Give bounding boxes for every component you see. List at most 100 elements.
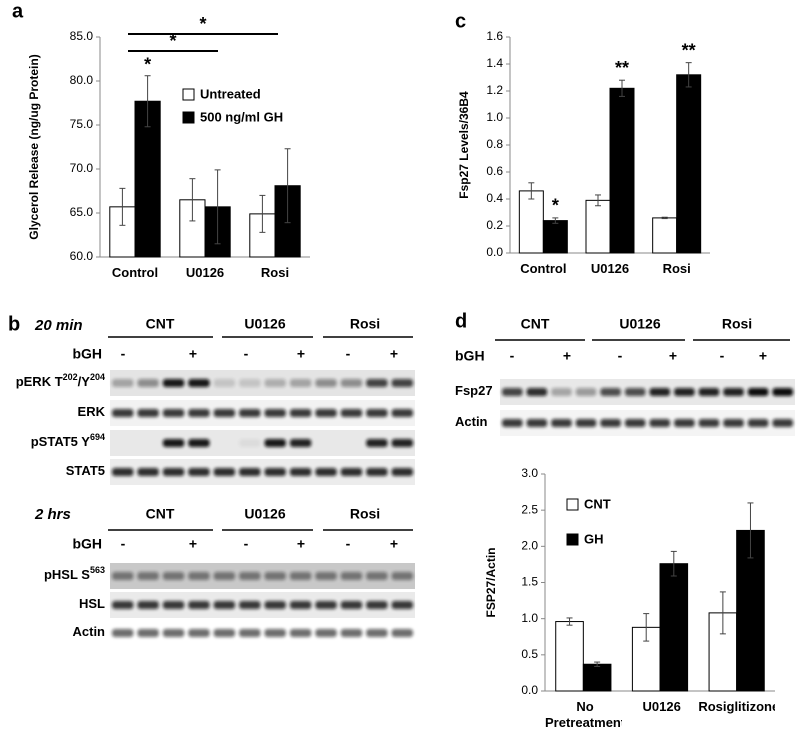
blot-band: [289, 409, 312, 417]
blot-band: [213, 572, 236, 580]
blot-band: [162, 409, 185, 417]
lane-label: -: [346, 536, 351, 552]
treatment-label: bGH: [72, 346, 102, 362]
y-axis-label: Glycerol Release (ng/ug Protein): [27, 54, 41, 239]
blot-band: [239, 601, 261, 609]
row-label-part: Actin: [73, 624, 106, 639]
blot-band: [315, 629, 337, 637]
lane-label: +: [759, 348, 767, 364]
blot-band: [162, 468, 185, 476]
blot-band: [239, 572, 261, 580]
blot-band: [366, 601, 388, 609]
x-label-box: Control: [111, 265, 159, 280]
bar: [582, 663, 612, 692]
blot-band: [674, 388, 695, 396]
row-label-part: 563: [90, 565, 105, 575]
blot-band: [137, 629, 159, 637]
row-label-part: Fsp27: [455, 383, 493, 398]
blot-band: [264, 379, 286, 387]
blot-band: [162, 439, 185, 447]
y-tick-label: 0.5: [521, 647, 538, 661]
error-bar: [719, 591, 726, 635]
blot-band: [551, 388, 572, 396]
y-tick-label: 1.0: [486, 110, 503, 124]
blot-band: [340, 468, 363, 476]
y-tick-label: 65.0: [70, 205, 94, 219]
blot-band: [366, 439, 388, 447]
row-label: Fsp27: [455, 383, 493, 398]
bar: [676, 74, 702, 254]
y-tick-label: 85.0: [70, 29, 94, 43]
blot-band: [772, 419, 793, 427]
blot-band: [188, 409, 210, 417]
row-label-part: pHSL S: [44, 567, 90, 582]
blot-band: [213, 601, 236, 609]
blot-band: [674, 419, 695, 427]
bar: [542, 220, 568, 254]
legend-label: CNT: [584, 496, 611, 511]
legend-swatch: [566, 533, 579, 546]
lane-label: +: [297, 346, 305, 362]
blot-band: [112, 379, 134, 387]
blot-band: [264, 409, 286, 417]
error-bar: [259, 194, 266, 233]
blot-band: [391, 601, 413, 609]
row-label: Actin: [73, 624, 106, 639]
blot-band: [649, 388, 671, 396]
blot-band: [137, 379, 159, 387]
x-tick-label: U0126: [185, 265, 225, 280]
blot-band: [340, 379, 363, 387]
blot-strip: [110, 563, 415, 589]
x-label-box: Control: [520, 261, 566, 276]
blot-band: [315, 601, 337, 609]
treatment-label: bGH: [455, 348, 485, 364]
lane-label: -: [244, 346, 249, 362]
y-tick-label: 1.4: [486, 56, 503, 70]
error-bar: [595, 194, 601, 207]
blot-band: [575, 419, 597, 427]
blot-band: [289, 468, 312, 476]
error-bar: [643, 613, 650, 642]
blot-band: [575, 388, 597, 396]
bar: [609, 87, 635, 254]
row-label: pHSL S563: [44, 565, 105, 582]
row-label-part: pSTAT5 Y: [31, 434, 91, 449]
x-tick-label: Rosi: [662, 261, 691, 276]
blot-band: [162, 379, 185, 387]
blot-band: [213, 379, 236, 387]
bar: [659, 563, 689, 692]
y-tick-label: 0.8: [486, 137, 503, 151]
x-tick-label: Control: [111, 265, 159, 280]
error-bar: [670, 550, 677, 577]
lane-label: -: [121, 536, 126, 552]
x-label-box: Rosi: [662, 261, 691, 276]
panel-label: d: [455, 310, 467, 332]
legend-swatch: [182, 111, 195, 124]
blot-band: [289, 379, 312, 387]
blot-band: [289, 601, 312, 609]
x-tick-label: Rosi: [260, 265, 290, 280]
lane-label: +: [390, 346, 398, 362]
blot-band: [264, 439, 286, 447]
blot-band: [112, 629, 134, 637]
lane-label: -: [618, 348, 623, 364]
panel-label: b: [8, 313, 20, 335]
row-label-part: 202: [63, 372, 78, 382]
legend-swatch: [182, 88, 195, 101]
blot-band: [366, 409, 388, 417]
blot-band: [526, 388, 548, 396]
blot-band: [723, 388, 744, 396]
group-label: CNT: [521, 316, 550, 332]
blot-strip: [110, 459, 415, 485]
blot-band: [315, 572, 337, 580]
blot-band: [264, 468, 286, 476]
blot-time: 2 hrs: [34, 506, 71, 523]
blot-strip: [500, 410, 795, 436]
blot-band: [624, 419, 646, 427]
y-tick-label: 60.0: [70, 249, 94, 263]
blot-band: [137, 468, 159, 476]
blot-band: [162, 601, 185, 609]
y-tick-label: 2.5: [521, 502, 538, 516]
lane-label: +: [297, 536, 305, 552]
